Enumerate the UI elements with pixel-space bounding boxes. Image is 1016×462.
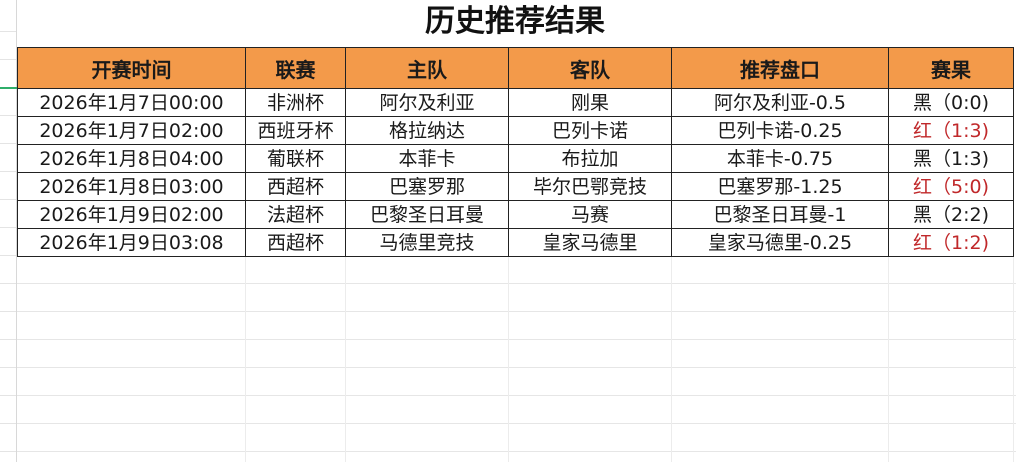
- cell-time[interactable]: 2026年1月9日03:08: [17, 228, 246, 257]
- sheet-title[interactable]: 历史推荐结果: [425, 4, 605, 39]
- cell-pick[interactable]: 巴黎圣日耳曼-1: [671, 200, 889, 229]
- table-row: 2026年1月9日02:00 法超杯 巴黎圣日耳曼 马赛 巴黎圣日耳曼-1 黑（2:2): [17, 200, 1014, 229]
- cell-time[interactable]: 2026年1月7日02:00: [17, 116, 246, 145]
- row-header-strip: [0, 0, 17, 462]
- cell-time[interactable]: 2026年1月7日00:00: [17, 88, 246, 117]
- cell-result[interactable]: 红（5:0): [888, 172, 1014, 201]
- empty-grid[interactable]: [17, 256, 1016, 462]
- cell-away[interactable]: 刚果: [508, 88, 672, 117]
- cell-away[interactable]: 布拉加: [508, 144, 672, 173]
- cell-time[interactable]: 2026年1月8日04:00: [17, 144, 246, 173]
- cell-home[interactable]: 格拉纳达: [345, 116, 509, 145]
- cell-pick[interactable]: 阿尔及利亚-0.5: [671, 88, 889, 117]
- cell-time[interactable]: 2026年1月8日03:00: [17, 172, 246, 201]
- cell-away[interactable]: 毕尔巴鄂竞技: [508, 172, 672, 201]
- cell-away[interactable]: 皇家马德里: [508, 228, 672, 257]
- results-table: 开赛时间 联赛 主队 客队 推荐盘口 赛果 2026年1月7日00:00 非洲杯阿…: [17, 47, 1014, 257]
- cell-pick[interactable]: 皇家马德里-0.25: [671, 228, 889, 257]
- cell-result[interactable]: 黑（2:2): [888, 200, 1014, 229]
- cell-league[interactable]: 西超杯: [245, 172, 346, 201]
- table-row: 2026年1月7日02:00 西班牙杯 格拉纳达 巴列卡诺 巴列卡诺-0.25 红（1:3…: [17, 116, 1014, 145]
- table-row: 2026年1月8日03:00 西超杯 巴塞罗那 毕尔巴鄂竞技 巴塞罗那-1.25 红（5:…: [17, 172, 1014, 201]
- header-time[interactable]: 开赛时间: [17, 47, 246, 89]
- table-row: 2026年1月7日00:00 非洲杯 阿尔及利亚 刚果 阿尔及利亚-0.5 黑（0:0): [17, 88, 1014, 117]
- cell-result[interactable]: 红（1:2): [888, 228, 1014, 257]
- cell-pick[interactable]: 巴塞罗那-1.25: [671, 172, 889, 201]
- header-result[interactable]: 赛果: [888, 47, 1014, 89]
- cell-home[interactable]: 本菲卡: [345, 144, 509, 173]
- header-league[interactable]: 联赛: [245, 47, 346, 89]
- cell-away[interactable]: 巴列卡诺: [508, 116, 672, 145]
- cell-away[interactable]: 马赛: [508, 200, 672, 229]
- cell-league[interactable]: 法超杯: [245, 200, 346, 229]
- table-row: 2026年1月8日04:00 葡联杯 本菲卡 布拉加 本菲卡-0.75 黑（1:3): [17, 144, 1014, 173]
- cell-league[interactable]: 葡联杯: [245, 144, 346, 173]
- table-row: 2026年1月9日03:08 西超杯 马德里竞技 皇家马德里 皇家马德里-0.25 红（1…: [17, 228, 1014, 257]
- header-row: 开赛时间 联赛 主队 客队 推荐盘口 赛果: [17, 47, 1014, 89]
- header-away[interactable]: 客队: [508, 47, 672, 89]
- cell-league[interactable]: 非洲杯: [245, 88, 346, 117]
- cell-result[interactable]: 黑（0:0): [888, 88, 1014, 117]
- cell-home[interactable]: 马德里竞技: [345, 228, 509, 257]
- cell-pick[interactable]: 巴列卡诺-0.25: [671, 116, 889, 145]
- cell-home[interactable]: 巴黎圣日耳曼: [345, 200, 509, 229]
- cell-pick[interactable]: 本菲卡-0.75: [671, 144, 889, 173]
- cell-league[interactable]: 西班牙杯: [245, 116, 346, 145]
- header-pick[interactable]: 推荐盘口: [671, 47, 889, 89]
- cell-home[interactable]: 阿尔及利亚: [345, 88, 509, 117]
- selection-marker: [0, 87, 17, 89]
- cell-time[interactable]: 2026年1月9日02:00: [17, 200, 246, 229]
- cell-result[interactable]: 红（1:3): [888, 116, 1014, 145]
- cell-league[interactable]: 西超杯: [245, 228, 346, 257]
- cell-result[interactable]: 黑（1:3): [888, 144, 1014, 173]
- cell-home[interactable]: 巴塞罗那: [345, 172, 509, 201]
- header-home[interactable]: 主队: [345, 47, 509, 89]
